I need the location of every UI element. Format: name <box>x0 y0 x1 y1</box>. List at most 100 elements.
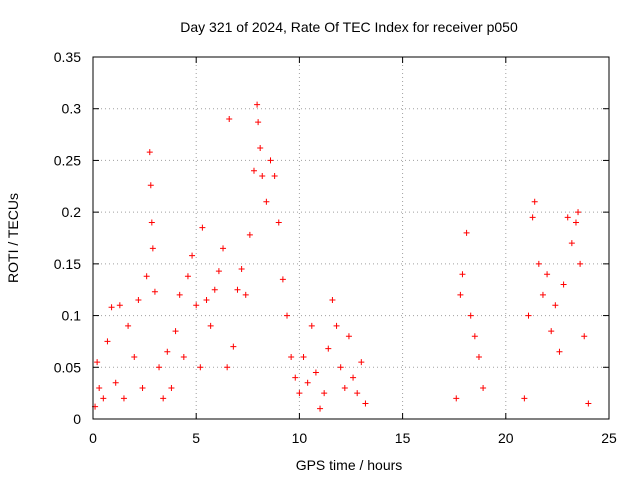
data-point <box>581 333 588 340</box>
data-point <box>337 364 344 371</box>
data-point <box>292 374 299 381</box>
data-point <box>539 291 546 298</box>
data-point <box>254 101 261 108</box>
data-point <box>275 219 282 226</box>
data-point <box>341 384 348 391</box>
data-point <box>521 395 528 402</box>
data-point <box>250 167 257 174</box>
data-point <box>160 395 167 402</box>
data-point <box>321 390 328 397</box>
data-point <box>203 297 210 304</box>
data-point <box>172 328 179 335</box>
y-tick-label: 0.05 <box>54 359 81 375</box>
y-tick-label: 0.15 <box>54 256 81 272</box>
y-tick-label: 0.1 <box>62 308 82 324</box>
grid-lines <box>93 57 609 419</box>
data-point <box>108 304 115 311</box>
data-point <box>552 302 559 309</box>
data-point <box>300 353 307 360</box>
x-tick-label: 0 <box>89 430 97 446</box>
data-point <box>220 245 227 252</box>
data-point <box>535 260 542 267</box>
data-point <box>230 343 237 350</box>
data-point <box>143 273 150 280</box>
data-point <box>308 322 315 329</box>
data-point <box>135 297 142 304</box>
data-point <box>156 364 163 371</box>
data-point <box>164 348 171 355</box>
x-tick-label: 15 <box>395 430 411 446</box>
data-point <box>148 219 155 226</box>
data-point <box>271 172 278 179</box>
data-point <box>345 333 352 340</box>
data-point <box>168 384 175 391</box>
data-point <box>246 231 253 238</box>
data-point <box>480 384 487 391</box>
data-point <box>238 266 245 273</box>
x-tick-label: 5 <box>192 430 200 446</box>
data-point <box>226 116 233 123</box>
data-point <box>94 359 101 366</box>
y-axis-label: ROTI / TECUs <box>5 193 21 283</box>
data-point <box>234 286 241 293</box>
data-points <box>92 101 592 412</box>
plot-frame <box>92 56 610 420</box>
data-point <box>263 198 270 205</box>
data-point <box>189 252 196 259</box>
data-point <box>575 209 582 216</box>
data-point <box>176 291 183 298</box>
data-point <box>475 353 482 360</box>
y-tick-label: 0.35 <box>54 49 81 65</box>
data-point <box>259 172 266 179</box>
data-point <box>354 390 361 397</box>
data-point <box>146 149 153 156</box>
data-point <box>215 268 222 275</box>
data-point <box>560 281 567 288</box>
x-tick-label: 20 <box>498 430 514 446</box>
data-point <box>197 364 204 371</box>
data-point <box>531 198 538 205</box>
data-point <box>585 400 592 407</box>
x-tick-label: 10 <box>292 430 308 446</box>
data-point <box>304 379 311 386</box>
data-point <box>100 395 107 402</box>
data-point <box>112 379 119 386</box>
data-point <box>257 145 264 152</box>
data-point <box>312 369 319 376</box>
data-point <box>139 384 146 391</box>
data-point <box>211 286 218 293</box>
data-point <box>284 312 291 319</box>
y-tick-label: 0.3 <box>62 101 82 117</box>
data-point <box>471 333 478 340</box>
data-point <box>184 273 191 280</box>
axes: 0 5 10 15 20 25 0 0.05 0.1 0.15 0.2 0.25 0.3 0.35 <box>54 49 617 446</box>
data-point <box>453 395 460 402</box>
x-axis-label: GPS time / hours <box>296 457 403 473</box>
data-point <box>548 328 555 335</box>
data-point <box>358 359 365 366</box>
data-point <box>279 276 286 283</box>
data-point <box>467 312 474 319</box>
data-point <box>525 312 532 319</box>
data-point <box>325 345 332 352</box>
data-point <box>457 291 464 298</box>
data-point <box>463 229 470 236</box>
data-point <box>568 240 575 247</box>
data-point <box>96 384 103 391</box>
data-point <box>329 297 336 304</box>
data-point <box>199 224 206 231</box>
data-point <box>529 214 536 221</box>
data-point <box>151 288 158 295</box>
data-point <box>207 322 214 329</box>
data-point <box>333 322 340 329</box>
data-point <box>147 182 154 189</box>
data-point <box>116 302 123 309</box>
y-tick-label: 0.2 <box>62 204 82 220</box>
y-tick-label: 0.25 <box>54 152 81 168</box>
data-point <box>193 302 200 309</box>
data-point <box>572 219 579 226</box>
data-point <box>125 322 132 329</box>
data-point <box>149 245 156 252</box>
data-point <box>362 400 369 407</box>
data-point <box>459 271 466 278</box>
